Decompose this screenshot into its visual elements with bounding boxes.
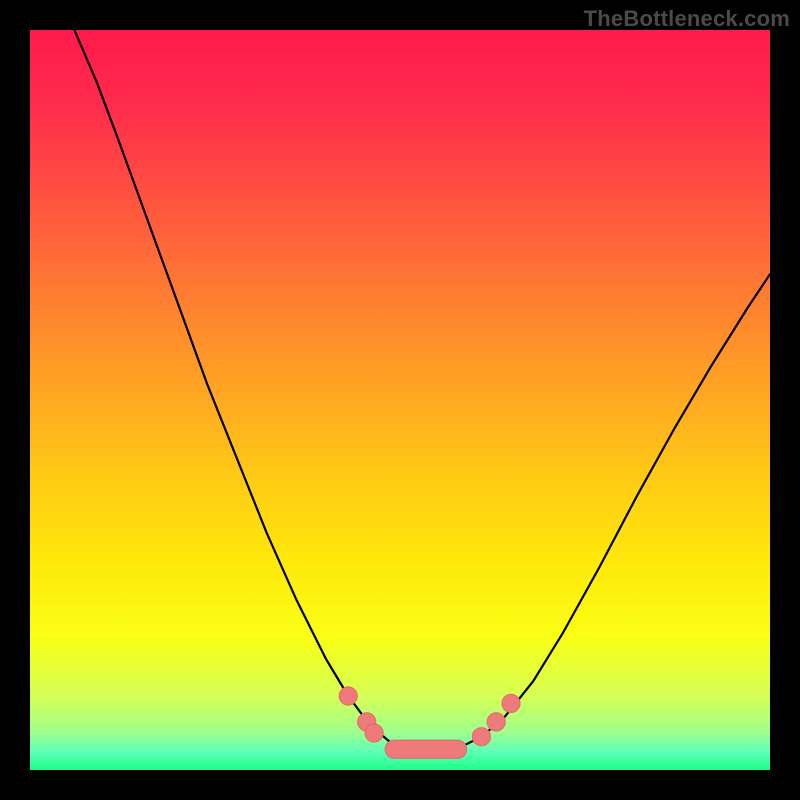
trough-marker-pill bbox=[385, 740, 466, 758]
curve-marker bbox=[472, 728, 490, 746]
curve-marker bbox=[365, 724, 383, 742]
plot-area bbox=[30, 30, 770, 770]
curve-marker bbox=[339, 687, 357, 705]
watermark-text: TheBottleneck.com bbox=[584, 6, 790, 32]
bottleneck-curve bbox=[74, 30, 770, 752]
curve-marker bbox=[502, 694, 520, 712]
curve-marker bbox=[487, 713, 505, 731]
chart-svg bbox=[30, 30, 770, 770]
